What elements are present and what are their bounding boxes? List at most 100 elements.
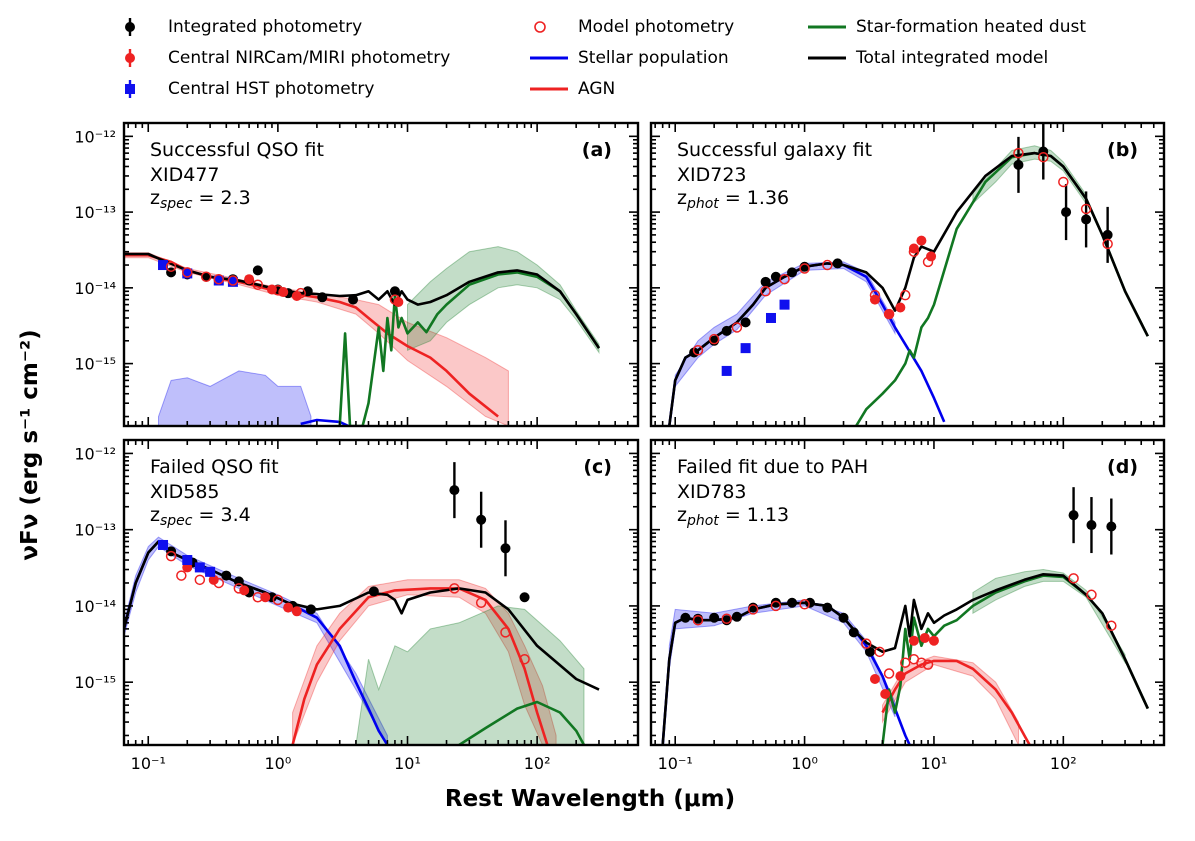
legend-line-stellar [530, 56, 568, 60]
integrated-point [838, 612, 849, 623]
legend-label: Central HST photometry [168, 79, 375, 99]
integrated-point [449, 485, 460, 496]
model-photometry-point [908, 246, 920, 257]
integrated-point [317, 292, 328, 303]
legend-line-agn [530, 87, 568, 91]
x-tick-label: 10⁰ [791, 754, 818, 773]
model-photometry-point [1013, 147, 1024, 159]
model-photometry-point [233, 583, 245, 594]
integrated-point [770, 271, 781, 282]
central-jwst-point [926, 251, 937, 262]
panel-label: (d) [1107, 456, 1138, 478]
sf-dust-uncertainty-band [407, 246, 600, 355]
integrated-point [770, 597, 781, 608]
model-photometry-point [295, 287, 306, 299]
model-photometry-point [922, 256, 934, 268]
integrated-point [1102, 229, 1113, 240]
y-tick-label: 10⁻¹³ [74, 521, 116, 540]
source-id: XID723 [677, 164, 747, 186]
panel-title: Successful QSO fit [150, 139, 324, 161]
model-photometry-point [252, 591, 264, 603]
integrated-point [740, 317, 751, 328]
x-tick-label: 10⁻¹ [131, 754, 166, 773]
panel-1-ticks [124, 123, 639, 426]
panel-4-plot-area [661, 487, 1149, 745]
model-photometry-point [869, 289, 881, 301]
redshift-label: zspec = 3.4 [150, 504, 251, 529]
model-photometry-point [272, 284, 284, 296]
x-tick-label: 10⁰ [264, 754, 291, 773]
source-id: XID585 [150, 481, 220, 503]
model-photometry-point [900, 289, 911, 301]
x-tick-label: 10⁻¹ [658, 754, 693, 773]
panel-title: Failed fit due to PAH [677, 456, 868, 478]
panel-3-plot-area [124, 462, 600, 745]
panel-4-ticks [651, 440, 1165, 745]
agn-line [291, 587, 549, 745]
model-photometry-point [1080, 203, 1092, 215]
integrated-point [252, 265, 263, 276]
model-photometry-point [692, 614, 704, 626]
central-jwst-point [291, 606, 302, 617]
central-hst-point [158, 539, 169, 550]
redshift-label: zspec = 2.3 [150, 187, 251, 212]
central-jwst-point [260, 592, 271, 603]
legend: Integrated photometry Central NIRCam/MIR… [118, 16, 1158, 106]
source-id: XID477 [150, 164, 220, 186]
sf-dust-line [854, 151, 1149, 426]
model-photometry-point [1038, 151, 1049, 163]
integrated-point [500, 543, 511, 554]
x-tick-label: 10¹ [394, 754, 421, 773]
legend-item-sf-dust: Star-formation heated dust [806, 16, 1086, 38]
y-tick-label: 10⁻¹⁵ [74, 673, 116, 692]
model-photometry-point [747, 604, 759, 615]
legend-label: Stellar population [578, 48, 729, 68]
y-tick-label: 10⁻¹³ [74, 203, 116, 222]
model-photometry-point [1068, 573, 1079, 584]
integrated-point [1068, 510, 1079, 521]
model-photometry-point [176, 570, 187, 581]
model-photometry-point [1102, 238, 1113, 250]
stellar-population-line [124, 540, 389, 745]
integrated-point [721, 325, 732, 336]
central-hst-point [779, 299, 790, 310]
model-photometry-point [213, 273, 225, 285]
model-photometry-point [883, 308, 895, 320]
redshift-label: zphot = 1.13 [677, 504, 789, 529]
y-tick-label: 10⁻¹⁴ [74, 597, 116, 616]
model-photometry-point [500, 627, 511, 638]
integrated-point [1013, 159, 1024, 170]
model-photometry-point [1106, 620, 1117, 631]
integrated-point [787, 267, 798, 278]
integrated-point [848, 627, 859, 638]
legend-marker-central-hst [125, 80, 135, 98]
model-photometry-point [760, 286, 771, 297]
central-jwst-point [895, 302, 906, 313]
legend-item-agn: AGN [528, 78, 615, 100]
integrated-point [1081, 214, 1092, 225]
central-jwst-point [919, 632, 930, 643]
legend-item-central-jwst: Central NIRCam/MIRI photometry [118, 47, 450, 69]
panel-2-ticks [651, 123, 1165, 426]
central-hst-point [213, 275, 224, 286]
x-tick-label: 10² [524, 754, 551, 773]
central-jwst-point [895, 671, 906, 682]
model-photometry-point [519, 653, 530, 665]
integrated-point [709, 612, 720, 623]
central-hst-point [765, 312, 776, 323]
legend-marker-integrated [125, 18, 135, 36]
model-photometry-point [770, 600, 782, 612]
legend-item-model-phot: Model photometry [528, 16, 734, 38]
central-jwst-point [884, 309, 895, 320]
panel-title: Successful galaxy fit [677, 139, 872, 161]
model-photometry-point [721, 613, 732, 624]
legend-marker-model-phot [534, 21, 546, 33]
legend-label: Integrated photometry [168, 17, 363, 37]
panel-label: (c) [583, 456, 612, 478]
model-photometry-point [731, 322, 743, 333]
legend-item-central-hst: Central HST photometry [118, 78, 374, 100]
x-axis-label: Rest Wavelength (μm) [444, 786, 736, 812]
integrated-point [822, 602, 833, 613]
y-tick-label: 10⁻¹² [74, 444, 116, 463]
integrated-point [221, 570, 232, 581]
